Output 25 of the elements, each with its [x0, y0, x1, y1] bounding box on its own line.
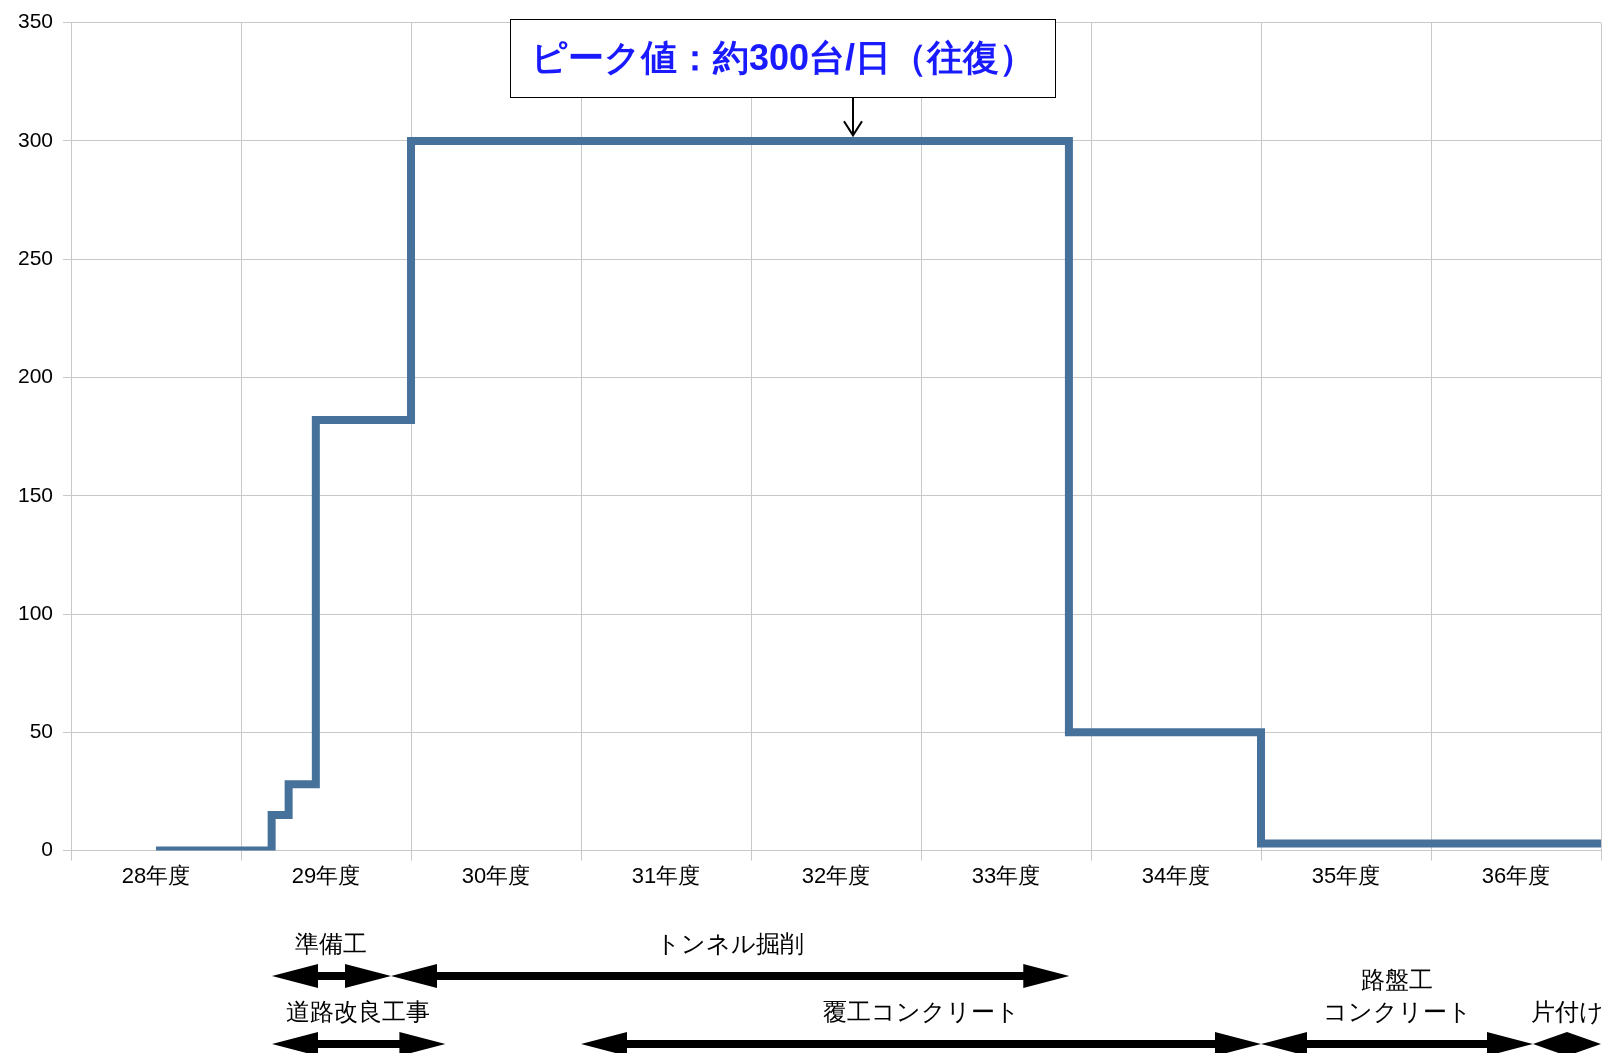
text: トンネル掘削 [655, 928, 804, 959]
text: コンクリート [1322, 996, 1472, 1027]
y-tick-label: 200 [17, 364, 54, 388]
x-tick-label: 30年度 [461, 862, 531, 888]
x-tick-label: 35年度 [1311, 862, 1381, 888]
x-tick-label: 31年度 [631, 862, 701, 888]
y-tick-label: 250 [17, 245, 54, 269]
x-tick-label: 34年度 [1141, 862, 1211, 888]
y-tick-label: 350 [17, 9, 54, 33]
x-tick-label: 32年度 [801, 862, 871, 888]
x-tick-label: 28年度 [121, 862, 191, 888]
text: 路盤工 [1361, 964, 1433, 995]
text: 覆工コンクリート [822, 996, 1020, 1027]
annotation: ピーク値：約300台/日（往復） [510, 18, 1057, 98]
y-tick-label: 100 [17, 600, 54, 624]
x-tick-label: 36年度 [1481, 862, 1551, 888]
y-tick-label: 0 [41, 837, 54, 861]
y-tick-label: 50 [29, 719, 54, 743]
text: 準備工 [295, 928, 368, 959]
text: 道路改良工事 [286, 996, 431, 1027]
text: 片付け [1530, 996, 1604, 1027]
y-tick-label: 150 [17, 482, 54, 506]
y-tick-label: 300 [17, 127, 54, 151]
x-tick-label: 33年度 [971, 862, 1041, 888]
x-tick-label: 29年度 [291, 862, 361, 888]
